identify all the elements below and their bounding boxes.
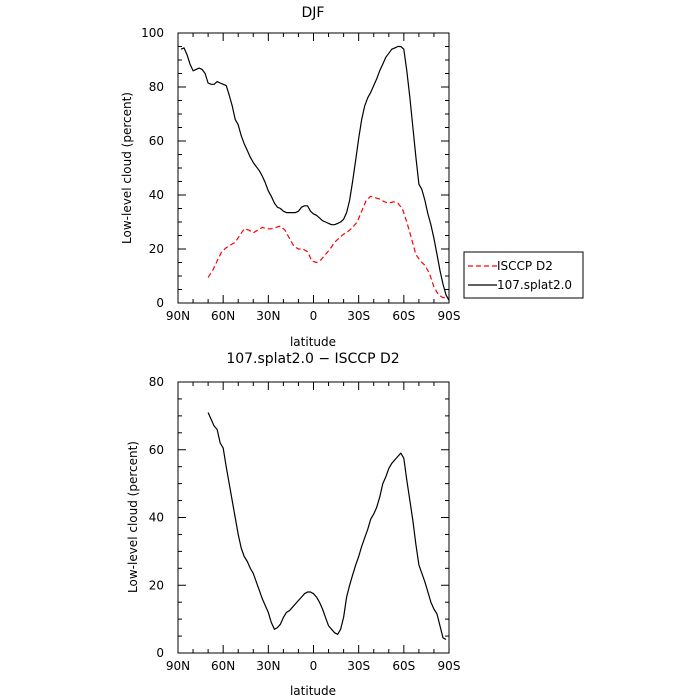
top-y-tick-label: 0 — [156, 296, 164, 310]
top-x-tick-label: 90S — [438, 309, 461, 323]
legend-label-model: 107.splat2.0 — [497, 278, 572, 292]
top-y-tick-label: 20 — [149, 242, 164, 256]
bottom-y-tick-label: 80 — [149, 375, 164, 389]
top-x-tick-label: 0 — [310, 309, 318, 323]
top-x-tick-label: 60S — [392, 309, 415, 323]
legend-label-isccp: ISCCP D2 — [497, 259, 553, 273]
top-x-tick-label: 30S — [347, 309, 370, 323]
legend-box — [463, 251, 584, 299]
top-series-line-1 — [180, 45, 450, 301]
top-y-tick-label: 40 — [149, 188, 164, 202]
top-series-line-0 — [207, 195, 448, 299]
top-y-tick-label: 80 — [149, 80, 164, 94]
bottom-x-tick-label: 90S — [438, 659, 461, 673]
top-chart-title: DJF — [302, 5, 325, 21]
top-axis-ticks: 90N 60N 30N 0 30S 60S 90S 0 20 40 60 80 100 — [141, 26, 460, 323]
bottom-y-tick-label: 0 — [156, 646, 164, 660]
bottom-x-tick-label: 30N — [256, 659, 280, 673]
bottom-x-tick-label: 90N — [166, 659, 190, 673]
top-x-axis-label: latitude — [290, 335, 336, 349]
bottom-chart-panel: 107.splat2.0 − ISCCP D2 90N 60N 30N 0 30S 60S… — [126, 351, 460, 698]
bottom-axis-ticks: 90N 60N 30N 0 30S 60S 90S 0 20 40 60 80 — [149, 375, 461, 673]
bottom-y-tick-label: 40 — [149, 511, 164, 525]
top-y-axis-label: Low-level cloud (percent) — [120, 92, 134, 244]
bottom-series-line-0 — [207, 412, 447, 641]
legend: ISCCP D2 107.splat2.0 — [463, 251, 584, 299]
top-y-tick-label: 100 — [141, 26, 164, 40]
bottom-chart-title: 107.splat2.0 − ISCCP D2 — [226, 351, 399, 367]
top-x-tick-label: 90N — [166, 309, 190, 323]
top-chart-panel: DJF 90N 60N 30N 0 30S 60S 90S 0 20 40 60 80 100 lati… — [120, 5, 460, 349]
bottom-y-tick-label: 60 — [149, 443, 164, 457]
bottom-y-axis-label: Low-level cloud (percent) — [126, 441, 140, 593]
bottom-x-tick-label: 0 — [310, 659, 318, 673]
bottom-x-tick-label: 30S — [347, 659, 370, 673]
top-x-tick-label: 30N — [256, 309, 280, 323]
top-x-tick-label: 60N — [211, 309, 235, 323]
bottom-x-axis-label: latitude — [290, 684, 336, 698]
top-series-group — [180, 45, 450, 301]
bottom-x-tick-label: 60S — [392, 659, 415, 673]
bottom-x-tick-label: 60N — [211, 659, 235, 673]
bottom-y-tick-label: 20 — [149, 578, 164, 592]
bottom-series-group — [207, 412, 447, 641]
top-y-tick-label: 60 — [149, 134, 164, 148]
